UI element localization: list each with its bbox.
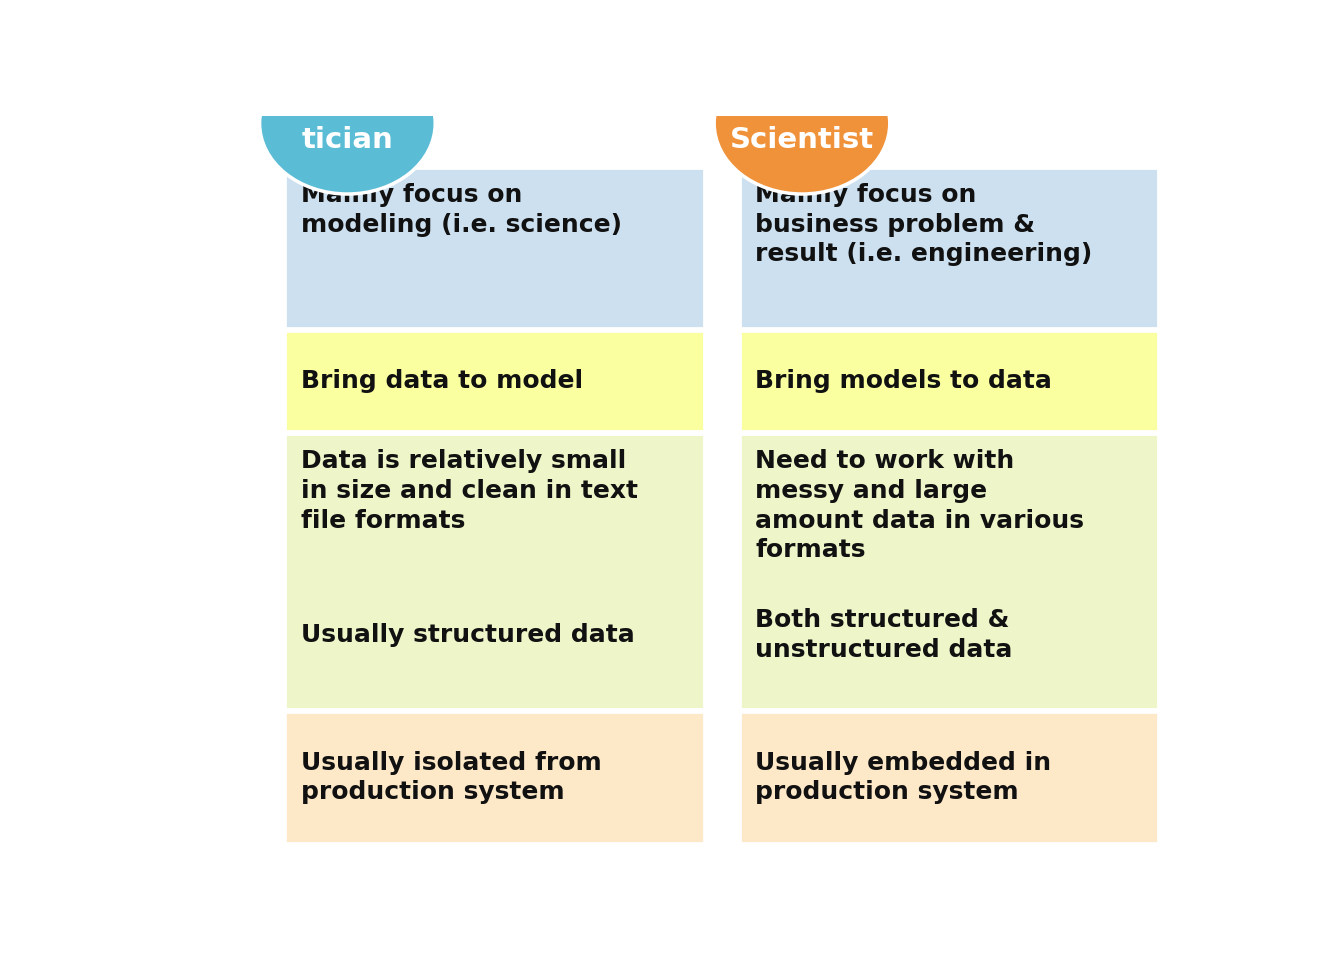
Text: Data is relatively small
in size and clean in text
file formats: Data is relatively small in size and cle… <box>301 449 639 532</box>
FancyBboxPatch shape <box>740 331 1158 431</box>
FancyBboxPatch shape <box>740 713 1158 842</box>
Text: Need to work with
messy and large
amount data in various
formats: Need to work with messy and large amount… <box>756 449 1085 562</box>
FancyBboxPatch shape <box>285 331 704 431</box>
Text: Mainly focus on
modeling (i.e. science): Mainly focus on modeling (i.e. science) <box>301 183 623 237</box>
Text: Usually isolated from
production system: Usually isolated from production system <box>301 751 601 805</box>
Text: Both structured &
unstructured data: Both structured & unstructured data <box>756 609 1013 662</box>
Ellipse shape <box>260 53 435 194</box>
Text: Bring data to model: Bring data to model <box>301 369 583 393</box>
FancyBboxPatch shape <box>285 168 704 327</box>
Ellipse shape <box>714 53 890 194</box>
FancyBboxPatch shape <box>740 435 1158 709</box>
FancyBboxPatch shape <box>285 713 704 842</box>
Text: Bring models to data: Bring models to data <box>756 369 1052 393</box>
Text: Usually structured data: Usually structured data <box>301 623 635 647</box>
Text: Data
Scientist: Data Scientist <box>730 93 874 154</box>
Text: Statis-
tician: Statis- tician <box>293 93 401 154</box>
Text: Mainly focus on
business problem &
result (i.e. engineering): Mainly focus on business problem & resul… <box>756 183 1093 267</box>
Text: Usually embedded in
production system: Usually embedded in production system <box>756 751 1052 805</box>
FancyBboxPatch shape <box>285 435 704 709</box>
FancyBboxPatch shape <box>740 168 1158 327</box>
